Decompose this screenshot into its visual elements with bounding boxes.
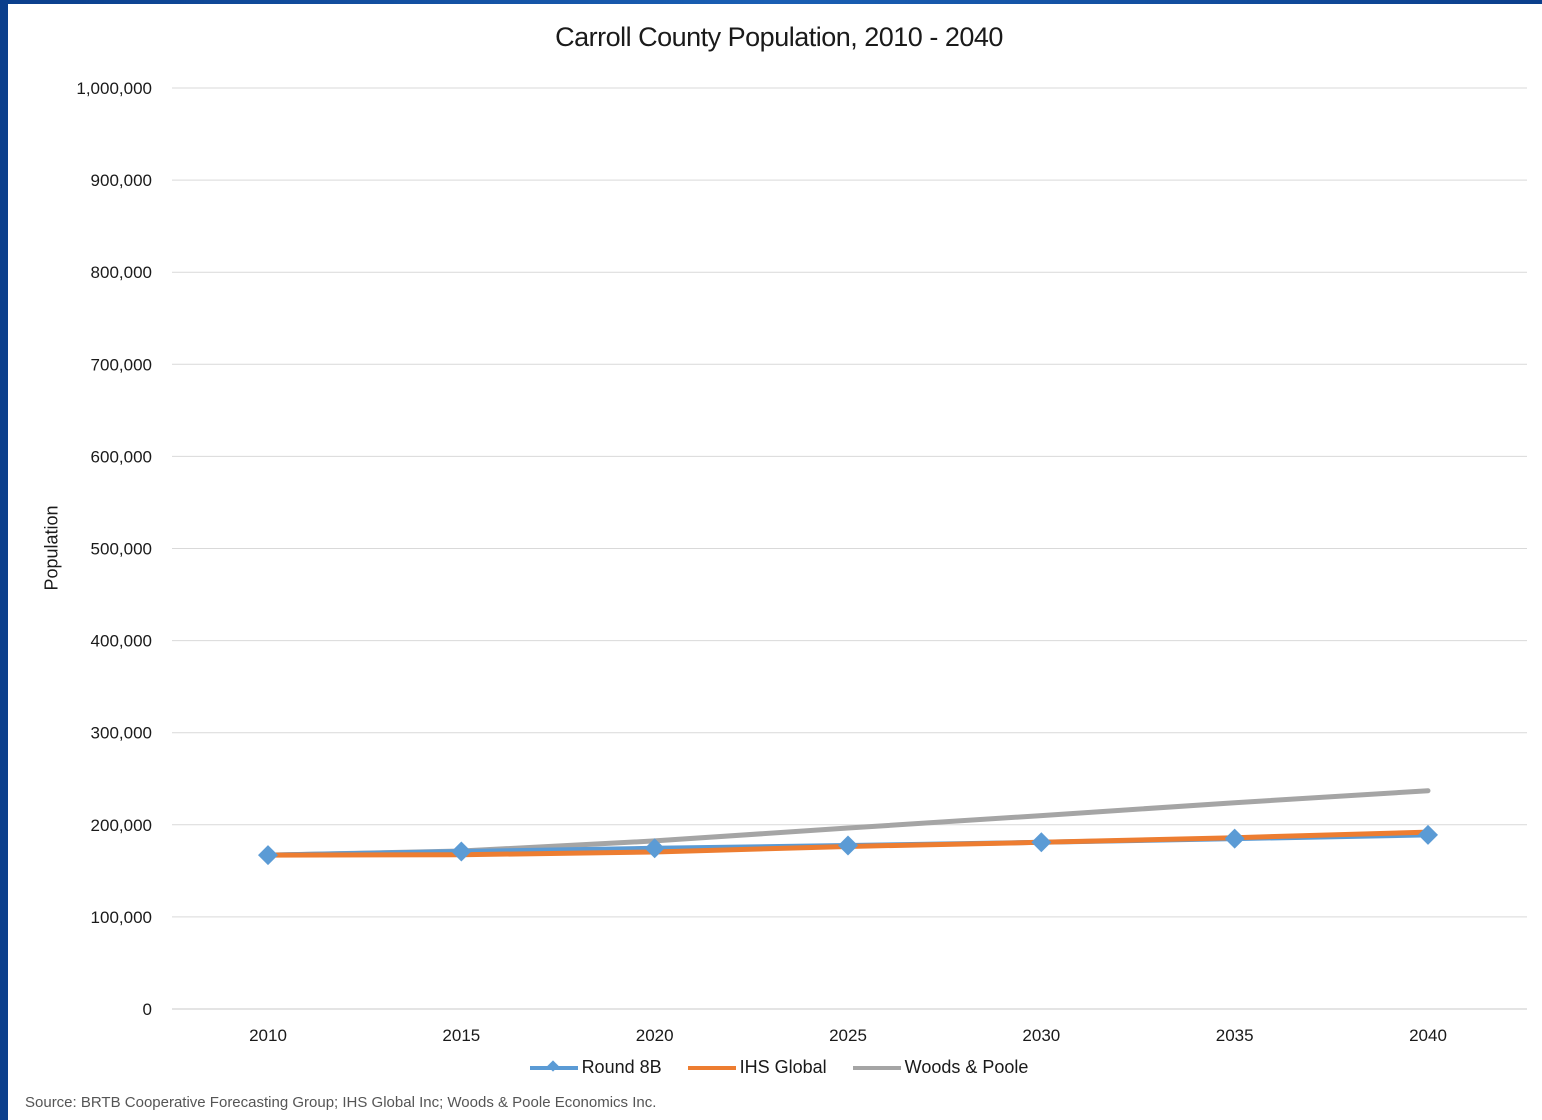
data-point-marker (258, 845, 278, 866)
legend: Round 8B IHS Global Woods & Poole (0, 1057, 1542, 1078)
data-point-marker (1224, 828, 1245, 849)
data-point-marker (838, 835, 858, 856)
data-point-marker (644, 838, 665, 859)
x-tick-label: 2020 (636, 1026, 674, 1045)
data-point-marker (451, 841, 472, 862)
y-tick-label: 0 (143, 1000, 152, 1019)
source-note: Source: BRTB Cooperative Forecasting Gro… (25, 1094, 657, 1111)
series-markers (258, 824, 1438, 866)
y-tick-label: 200,000 (91, 816, 152, 835)
legend-marker (546, 1059, 559, 1072)
y-tick-label: 900,000 (91, 171, 152, 190)
y-tick-label: 800,000 (91, 263, 152, 282)
y-axis-label: Population (41, 505, 62, 591)
data-point-marker (1031, 832, 1052, 853)
x-tick-label: 2040 (1409, 1026, 1447, 1045)
legend-label: Woods & Poole (904, 1057, 1029, 1077)
chart-title: Carroll County Population, 2010 - 2040 (555, 22, 1003, 52)
legend-swatch (529, 1059, 578, 1072)
y-tick-label: 700,000 (91, 355, 152, 374)
y-tick-label: 400,000 (91, 632, 152, 651)
y-tick-label: 300,000 (91, 724, 152, 743)
y-tick-label: 600,000 (91, 447, 152, 466)
x-tick-label: 2010 (249, 1026, 287, 1045)
y-tick-label: 500,000 (91, 540, 152, 559)
legend-label: IHS Global (739, 1057, 827, 1077)
x-tick-label: 2030 (1022, 1026, 1060, 1045)
x-tick-label: 2015 (442, 1026, 480, 1045)
y-tick-label: 100,000 (91, 908, 152, 927)
data-point-marker (1418, 824, 1438, 845)
legend-item: Woods & Poole (852, 1057, 1029, 1078)
x-tick-label: 2025 (829, 1026, 867, 1045)
legend-swatch (687, 1065, 736, 1070)
chart-panel (8, 4, 1542, 1120)
y-tick-label: 1,000,000 (76, 79, 152, 98)
x-tick-labels: 2010 2015 2020 2025 2030 2035 2040 (249, 1026, 1447, 1045)
x-tick-label: 2035 (1216, 1026, 1254, 1045)
legend-item: IHS Global (687, 1057, 827, 1078)
legend-label: Round 8B (581, 1057, 662, 1077)
y-tick-labels: 0 100,000 200,000 300,000 400,000 500,000 600,… (76, 79, 152, 1019)
legend-item: Round 8B (529, 1057, 662, 1078)
legend-swatch (852, 1065, 901, 1070)
gridlines (172, 87, 1527, 1010)
